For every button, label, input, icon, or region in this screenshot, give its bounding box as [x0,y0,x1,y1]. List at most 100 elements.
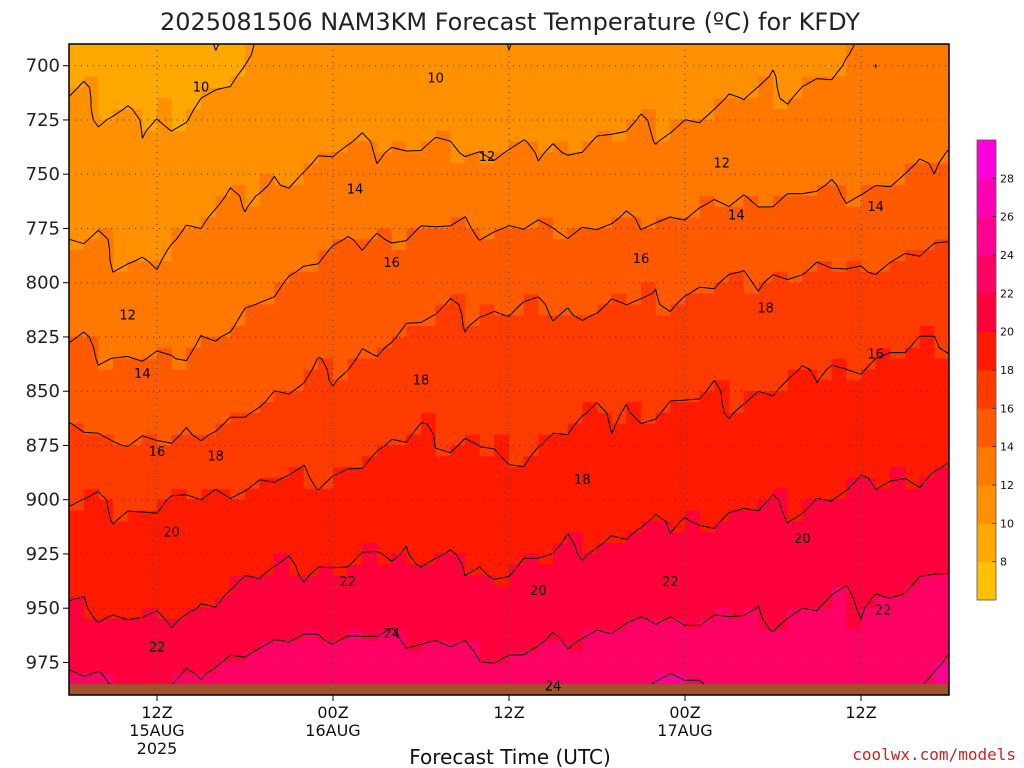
temperature-cell [98,651,114,664]
temperature-cell [699,608,715,620]
temperature-cell [186,76,202,88]
temperature-cell [714,228,730,240]
temperature-cell [567,662,583,674]
temperature-cell [142,76,158,88]
contour-label: 22 [875,603,892,618]
temperature-cell [230,239,246,251]
temperature-cell [333,586,349,598]
temperature-cell [567,130,583,143]
temperature-cell [69,174,85,186]
temperature-cell [509,575,525,588]
temperature-cell [861,575,877,588]
temperature-cell [509,336,525,349]
temperature-cell [611,380,627,392]
temperature-cell [421,347,437,360]
temperature-cell [171,553,187,566]
temperature-cell [817,597,833,609]
temperature-cell [670,239,686,251]
temperature-cell [303,402,319,414]
temperature-cell [743,402,759,414]
temperature-cell [362,174,378,186]
temperature-cell [787,98,803,110]
temperature-cell [538,174,554,186]
temperature-cell [259,651,275,664]
temperature-cell [274,412,290,425]
temperature-cell [142,619,158,631]
temperature-cell [714,543,730,555]
temperature-cell [157,369,173,381]
temperature-cell [846,423,862,436]
temperature-cell [259,174,275,186]
temperature-cell [230,412,246,425]
temperature-cell [333,282,349,295]
temperature-cell [817,336,833,349]
temperature-cell [347,282,363,295]
temperature-cell [435,553,451,566]
temperature-cell [582,195,598,208]
temperature-cell [934,195,949,208]
temperature-cell [362,293,378,305]
temperature-cell [215,195,231,208]
temperature-cell [817,434,833,447]
temperature-cell [582,336,598,349]
temperature-cell [362,87,378,99]
temperature-cell [98,640,114,653]
temperature-cell [142,174,158,186]
temperature-cell [743,282,759,295]
temperature-cell [421,434,437,447]
x-tick-sublabel: 2025 [137,739,178,758]
temperature-cell [919,369,935,381]
temperature-cell [391,499,407,512]
temperature-cell [582,293,598,305]
temperature-cell [758,662,774,674]
temperature-cell [406,239,422,251]
temperature-cell [391,586,407,598]
temperature-cell [802,467,818,479]
temperature-cell [201,347,217,360]
temperature-cell [157,130,173,143]
temperature-cell [611,109,627,121]
y-tick-label: 725 [26,110,60,131]
temperature-cell [611,326,627,338]
temperature-cell [523,228,539,240]
temperature-cell [157,76,173,88]
temperature-cell [655,619,671,631]
temperature-cell [113,629,129,642]
temperature-cell [318,543,334,555]
temperature-cell [567,499,583,512]
temperature-cell [98,163,114,175]
temperature-cell [743,380,759,392]
temperature-cell [465,358,481,371]
temperature-cell [582,109,598,121]
temperature-cell [186,619,202,631]
temperature-cell [670,402,686,414]
y-tick-label: 800 [26,273,60,294]
temperature-cell [230,336,246,349]
temperature-cell [846,640,862,653]
temperature-cell [597,282,613,295]
temperature-cell [714,478,730,490]
temperature-cell [186,478,202,490]
temperature-cell [289,369,305,381]
temperature-cell [802,217,818,230]
temperature-cell [861,76,877,88]
temperature-cell [523,109,539,121]
temperature-cell [567,488,583,501]
temperature-cell [802,239,818,251]
temperature-cell [127,467,143,479]
temperature-cell [802,629,818,642]
temperature-cell [597,261,613,273]
temperature-cell [934,673,949,685]
temperature-cell [318,163,334,175]
temperature-cell [773,651,789,664]
temperature-cell [699,98,715,110]
temperature-cell [538,65,554,78]
temperature-cell [274,608,290,620]
temperature-cell [714,619,730,631]
temperature-cell [919,98,935,110]
temperature-cell [714,445,730,457]
temperature-cell [567,575,583,588]
temperature-cell [729,163,745,175]
temperature-cell [758,98,774,110]
temperature-cell [626,521,642,533]
